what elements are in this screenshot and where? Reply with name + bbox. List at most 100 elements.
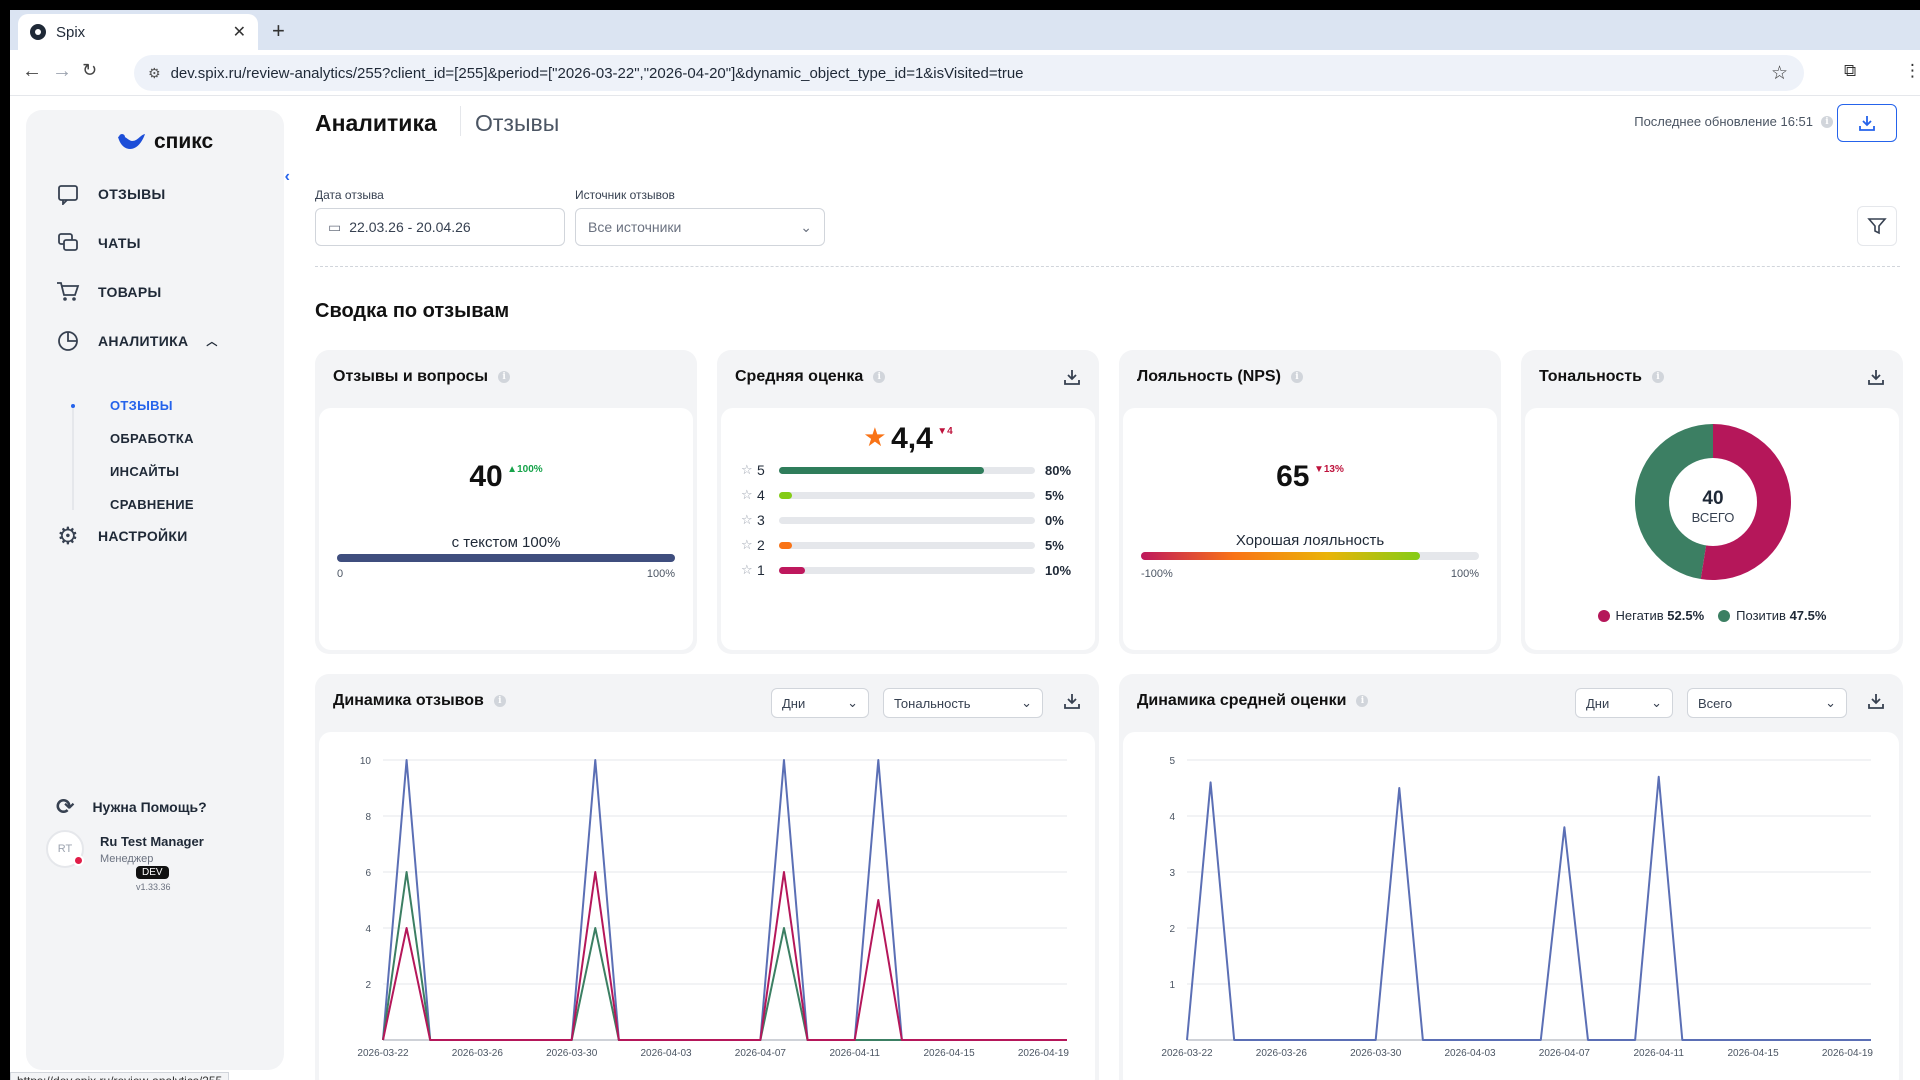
info-icon[interactable]: i (498, 371, 511, 383)
summary-title: Сводка по отзывам (315, 300, 510, 322)
forward-icon[interactable]: → (52, 60, 72, 82)
info-icon[interactable]: i (1290, 371, 1303, 383)
info-icon[interactable]: i (493, 695, 506, 707)
source-select-value: Все источники (588, 219, 682, 235)
rating-pct: 10% (1045, 562, 1072, 578)
mode-select[interactable]: Тональность ⌄ (883, 688, 1043, 718)
export-button[interactable] (1837, 104, 1897, 142)
date-range-value: 22.03.26 - 20.04.26 (349, 219, 471, 235)
reviews-card: Отзывы и вопросы i 40 ▲100% с текстом 10… (315, 350, 697, 654)
rating-track (779, 491, 1035, 499)
back-icon[interactable]: ← (22, 60, 42, 82)
user-profile[interactable]: RT Ru Test Manager Менеджер (46, 830, 204, 868)
reviews-card-title-text: Отзывы и вопросы (333, 368, 489, 385)
page-subtitle: Отзывы (475, 110, 560, 136)
close-tab-icon[interactable]: ✕ (232, 24, 246, 41)
rating-stars: 4 (757, 487, 765, 503)
rating-row: ☆ 5 80% (741, 460, 1071, 480)
reviews-dynamics-chart: 2 4 6 8 10 2026-03-22 2026-03-26 2026-03-30 2026… (357, 756, 1069, 1059)
nps-card-title: Лояльность (NPS) i (1137, 368, 1303, 386)
info-icon[interactable]: i (1651, 371, 1664, 383)
cart-icon (56, 280, 80, 304)
pie-chart-icon (56, 329, 80, 353)
rating-track (779, 466, 1035, 474)
sidebar-item-products[interactable]: ТОВАРЫ (56, 280, 161, 304)
legend-positive[interactable]: Позитив 47.5% (1718, 608, 1826, 623)
sub-item-comparison[interactable]: СРАВНЕНИЕ (110, 497, 194, 512)
sub-item-reviews[interactable]: ОТЗЫВЫ (110, 398, 173, 413)
rating-value-row: ★ 4,4 ▼4 (721, 422, 1095, 456)
sidebar-item-analytics[interactable]: АНАЛИТИКА ︿ (56, 329, 218, 353)
status-bar-url: https://dev.spix.ru/review-analytics/255 (10, 1072, 230, 1080)
info-icon[interactable]: i (1821, 115, 1833, 128)
chevron-down-icon: ⌄ (847, 695, 858, 710)
avg-period-select[interactable]: Дни ⌄ (1575, 688, 1673, 718)
help-link[interactable]: ⟳ Нужна Помощь? (56, 794, 207, 820)
sidebar-item-settings[interactable]: ⚙ НАСТРОЙКИ (56, 522, 188, 550)
negative-dot-icon (1597, 610, 1610, 622)
browser-menu-icon[interactable]: ⋮ (1904, 61, 1920, 80)
url-field[interactable]: ⚙ dev.spix.ru/review-analytics/255?clien… (134, 55, 1804, 91)
logo-text: спикс (154, 130, 214, 153)
site-settings-icon[interactable]: ⚙ (148, 64, 161, 81)
chevron-down-icon: ⌄ (1825, 695, 1836, 710)
sidebar-item-label: НАСТРОЙКИ (98, 528, 188, 544)
y-tick-label: 1 (1169, 980, 1175, 991)
series-line (382, 871, 1067, 1041)
bird-logo-icon (118, 134, 145, 149)
avg-dynamics-body: 1 2 3 4 5 2026-03-22 2026-03-26 2026-03-30 2026-… (1123, 732, 1899, 1080)
avg-dynamics-title-text: Динамика средней оценки (1137, 692, 1347, 709)
sidebar-item-chats[interactable]: ЧАТЫ (56, 231, 141, 255)
info-icon[interactable]: i (873, 371, 886, 383)
avg-mode-select[interactable]: Всего ⌄ (1687, 688, 1847, 718)
avg-dynamics-title: Динамика средней оценки i (1137, 692, 1369, 710)
sidebar-item-reviews[interactable]: ОТЗЫВЫ (56, 182, 166, 206)
reviews-card-title: Отзывы и вопросы i (333, 368, 511, 386)
legend-negative[interactable]: Негатив 52.5% (1597, 608, 1704, 623)
y-tick-label: 2 (1169, 924, 1175, 935)
info-icon[interactable]: i (1356, 695, 1369, 707)
download-icon[interactable] (1063, 368, 1081, 391)
donut-total-label: ВСЕГО (1691, 510, 1735, 525)
source-filter-label: Источник отзывов (575, 188, 675, 202)
tone-donut-chart (1635, 424, 1791, 580)
nps-bar-fill (1141, 552, 1420, 560)
x-tick-label: 2026-03-26 (1256, 1048, 1308, 1059)
sub-item-insights[interactable]: ИНСАЙТЫ (110, 464, 180, 479)
nps-card-title-text: Лояльность (NPS) (1137, 368, 1281, 385)
sub-item-processing[interactable]: ОБРАБОТКА (110, 431, 194, 446)
x-tick-label: 2026-04-11 (1634, 1048, 1685, 1059)
rating-stars: 2 (757, 537, 765, 553)
date-filter-label: Дата отзыва (315, 188, 384, 202)
download-icon[interactable] (1063, 692, 1081, 715)
spix-favicon-icon (30, 24, 46, 40)
reviews-value-row: 40 ▲100% (319, 460, 693, 494)
x-tick-label: 2026-04-19 (1822, 1048, 1874, 1059)
download-icon[interactable] (1867, 692, 1885, 715)
browser-tab-bar: Spix ✕ + (10, 10, 1920, 50)
series-line (382, 871, 1067, 1041)
date-range-input[interactable]: ▭ 22.03.26 - 20.04.26 (315, 208, 565, 246)
period-select-value: Дни (782, 695, 806, 711)
download-icon[interactable] (1867, 368, 1885, 391)
filter-button[interactable] (1857, 206, 1897, 246)
period-select[interactable]: Дни ⌄ (771, 688, 869, 718)
tone-card: Тональность i 40 ВСЕГО (1521, 350, 1903, 654)
spix-logo[interactable]: спикс (116, 130, 213, 154)
collapse-sidebar-icon[interactable]: ‹ (284, 168, 290, 185)
star-outline-icon: ☆ (741, 512, 753, 527)
rating-card-title: Средняя оценка i (735, 368, 886, 386)
source-select[interactable]: Все источники ⌄ (575, 208, 825, 246)
reviews-count: 40 (469, 460, 503, 493)
search-tabs-icon[interactable]: ⧉ (1844, 61, 1857, 80)
gear-icon: ⚙ (57, 522, 79, 550)
tone-legend: Негатив 52.5% Позитив 47.5% (1525, 608, 1899, 623)
reload-icon[interactable]: ↻ (82, 60, 98, 80)
x-tick-label: 2026-04-15 (1727, 1048, 1779, 1059)
filters-divider (315, 266, 1900, 267)
x-tick-label: 2026-03-30 (1350, 1048, 1402, 1059)
browser-tab[interactable]: Spix ✕ (18, 14, 258, 50)
bookmark-star-icon[interactable]: ☆ (1770, 63, 1788, 84)
rating-fill (779, 541, 792, 549)
new-tab-button[interactable]: + (272, 18, 285, 43)
